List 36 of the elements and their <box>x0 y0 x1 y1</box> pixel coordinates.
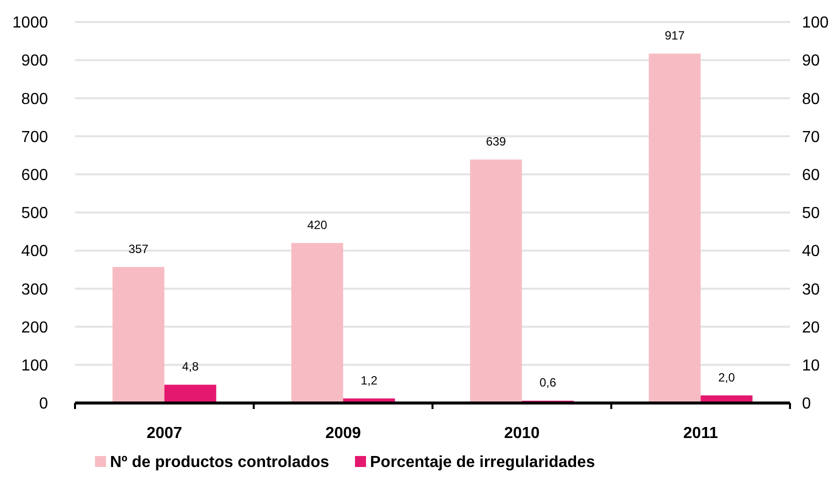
x-tick-label: 2007 <box>146 425 182 442</box>
y-tick-label: 0 <box>39 396 48 413</box>
y-tick-label: 300 <box>21 281 48 298</box>
y2-tick-label: 30 <box>802 281 820 298</box>
data-label: 4,8 <box>182 360 199 374</box>
y2-tick-label: 20 <box>802 319 820 336</box>
data-label: 420 <box>307 218 328 232</box>
y-tick-label: 100 <box>21 358 48 374</box>
y2-tick-label: 40 <box>802 243 820 260</box>
y2-tick-label: 60 <box>802 167 820 184</box>
y-tick-label: 600 <box>21 167 48 184</box>
y-tick-label: 400 <box>21 243 48 260</box>
y-tick-label: 700 <box>21 128 48 146</box>
y2-tick-label: 80 <box>802 90 820 108</box>
data-label: 0,6 <box>539 376 556 390</box>
y-tick-label: 1000 <box>12 14 48 32</box>
x-tick-label: 2010 <box>504 425 540 442</box>
y-tick-label: 500 <box>21 205 48 222</box>
y2-tick-label: 90 <box>802 52 820 70</box>
data-label: 357 <box>128 242 149 256</box>
y-tick-label: 200 <box>21 319 48 336</box>
y2-tick-label: 70 <box>802 128 820 146</box>
y2-tick-label: 0 <box>802 396 811 413</box>
y2-tick-label: 100 <box>802 14 829 32</box>
y-tick-label: 900 <box>21 52 48 70</box>
legend-label: Porcentaje de irregularidades <box>370 454 596 471</box>
data-label: 639 <box>486 134 506 149</box>
data-label: 917 <box>664 28 686 43</box>
y2-tick-label: 10 <box>802 358 820 374</box>
x-tick-label: 2009 <box>325 425 362 442</box>
y-tick-label: 800 <box>21 90 48 108</box>
data-label: 1,2 <box>360 373 378 388</box>
y2-tick-label: 50 <box>802 205 820 222</box>
legend-label: Nº de productos controlados <box>110 454 330 471</box>
data-label: 2,0 <box>718 370 736 384</box>
x-tick-label: 2011 <box>683 425 718 442</box>
